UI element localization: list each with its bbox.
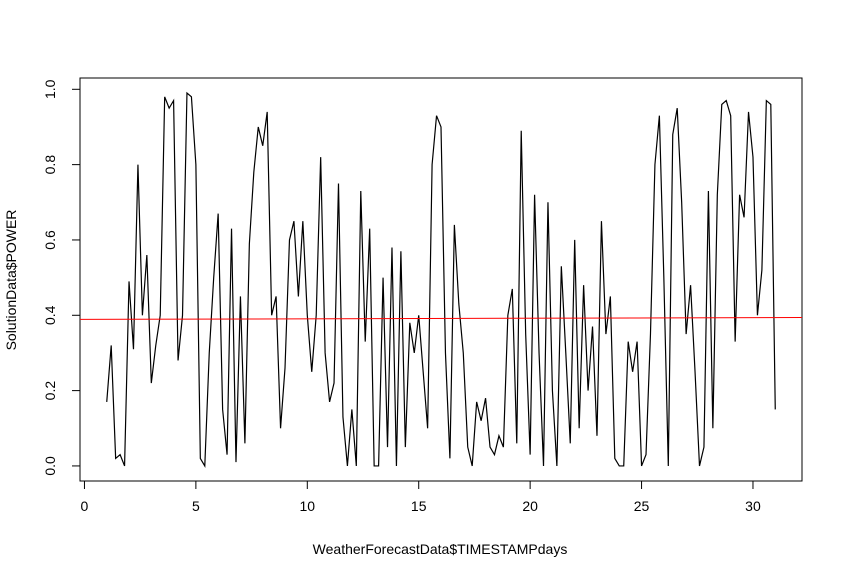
x-tick-label: 10 [300,498,316,514]
x-tick-label: 20 [522,498,538,514]
y-axis-label: SolutionData$POWER [3,210,19,351]
data-line [106,91,776,468]
y-tick-label: 0.6 [42,230,58,250]
x-tick-label: 15 [411,498,427,514]
y-tick-label: 0.4 [42,305,58,325]
y-tick-label: 1.0 [42,79,58,99]
x-axis-label: WeatherForecastData$TIMESTAMPdays [313,541,568,557]
x-tick-label: 25 [634,498,650,514]
x-tick-label: 30 [745,498,761,514]
x-tick-label: 5 [192,498,200,514]
y-tick-label: 0.8 [42,155,58,175]
y-tick-label: 0.2 [42,381,58,401]
trend-line [79,317,803,320]
y-tick-label: 0.0 [42,456,58,476]
x-tick-label: 0 [81,498,89,514]
